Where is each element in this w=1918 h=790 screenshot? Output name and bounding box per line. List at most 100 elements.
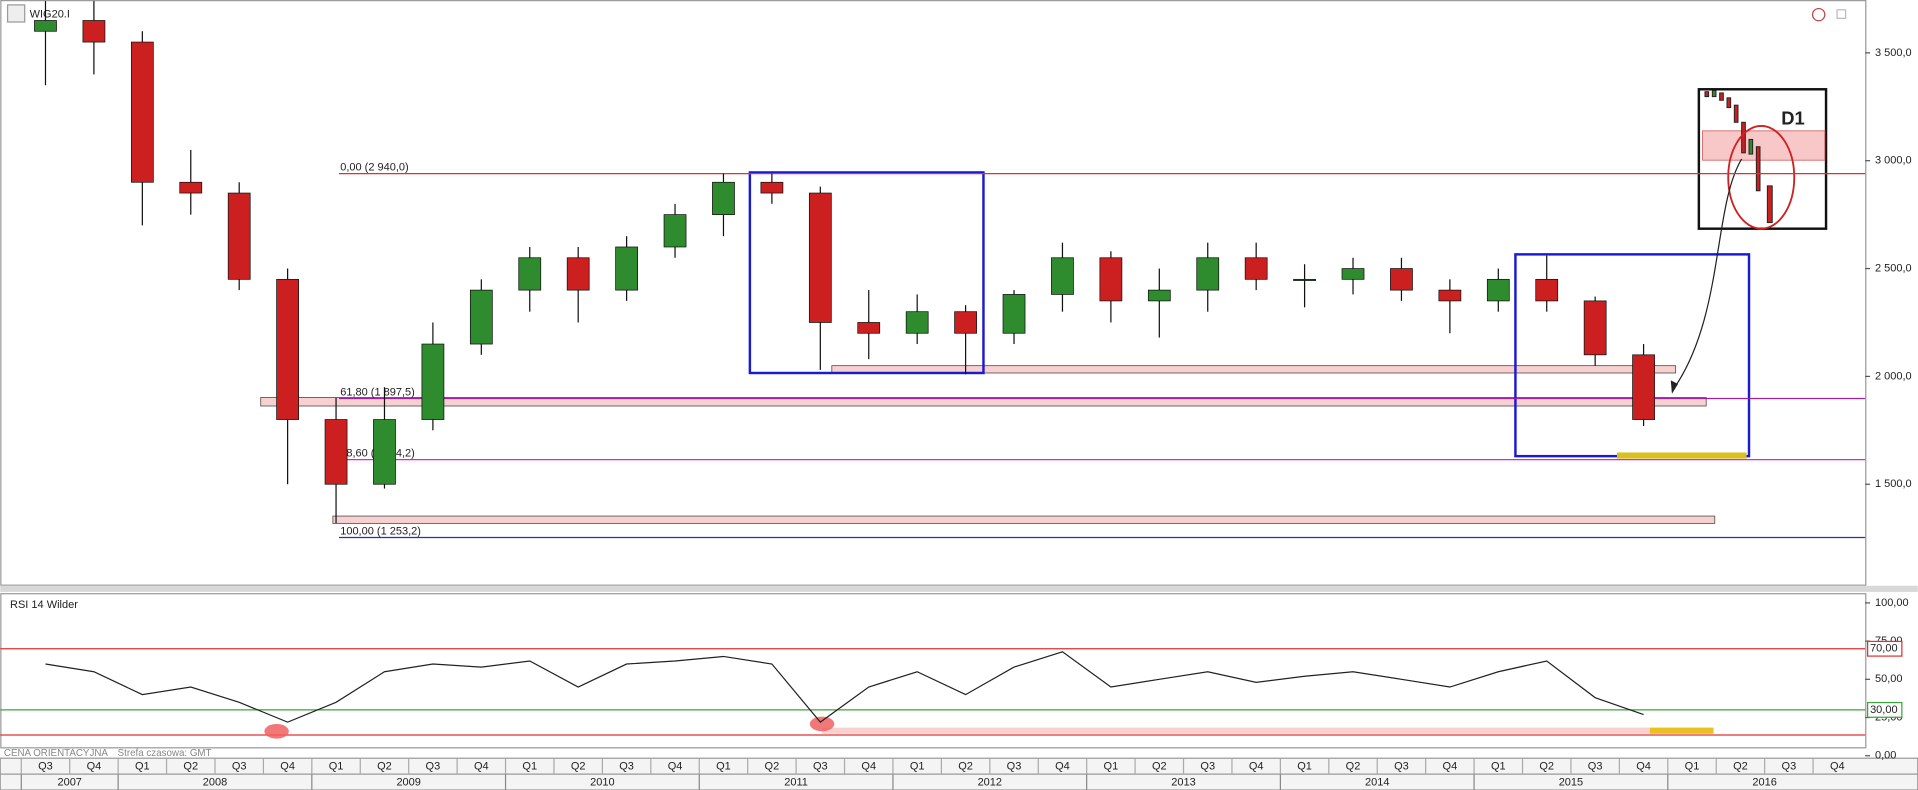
x-tick-label: Q4 (861, 761, 876, 773)
candle-body (227, 192, 251, 280)
y-tick-label: 2 500,0 (1875, 262, 1912, 274)
x-tick-label: Q2 (1152, 761, 1167, 773)
target-marker (1616, 452, 1747, 459)
candle-body (1244, 257, 1268, 280)
candle-body (276, 278, 299, 420)
symbol-icon[interactable] (6, 4, 26, 23)
x-tick-label: Q1 (1685, 761, 1700, 773)
year-label: 2013 (1171, 777, 1195, 789)
highlight-box (748, 171, 985, 375)
clock-icon[interactable] (1811, 7, 1826, 22)
window-icon[interactable] (1836, 9, 1847, 19)
x-tick-label: Q1 (910, 761, 925, 773)
candle-body (324, 419, 348, 485)
x-tick-label: Q3 (1782, 761, 1797, 773)
year-label: 2007 (57, 777, 81, 789)
candle-body (1051, 257, 1074, 295)
x-tick-label: Q1 (135, 761, 150, 773)
candle-body (1196, 257, 1220, 291)
candle-body (1341, 268, 1365, 280)
candle-body (1099, 257, 1123, 302)
x-tick-label: Q2 (1539, 761, 1554, 773)
candle-body (615, 246, 638, 291)
fib-label: 100,00 (1 253,2) (340, 525, 421, 537)
year-label: 2009 (396, 777, 420, 789)
candle-body (34, 20, 57, 32)
pane-separator (0, 585, 1918, 592)
candle-body (566, 257, 590, 291)
inset-label: D1 (1781, 108, 1804, 129)
x-tick-label: Q4 (280, 761, 295, 773)
candle-body (954, 311, 977, 334)
year-label: 2015 (1559, 777, 1583, 789)
inset-candles (1704, 90, 1773, 224)
arrow (1671, 158, 1743, 392)
candle-body (712, 181, 735, 215)
x-tick-label: Q3 (1200, 761, 1215, 773)
rsi-level-box (1867, 701, 1903, 718)
x-tick-label: Q3 (813, 761, 828, 773)
x-tick-label: Q1 (329, 761, 344, 773)
rsi-zone (822, 727, 1713, 734)
candle-body (905, 311, 929, 334)
y-tick-label: 1 500,0 (1875, 478, 1912, 490)
rsi-line (45, 651, 1644, 723)
rsi-pane (0, 593, 1867, 749)
x-tick-label: Q3 (426, 761, 441, 773)
rsi-level-label: 70,00 (1870, 643, 1898, 655)
symbol-label[interactable]: WIG20.I (30, 9, 70, 21)
x-tick-label: Q2 (183, 761, 198, 773)
year-label: 2016 (1752, 777, 1776, 789)
candle-body (130, 41, 154, 183)
candle-body (179, 181, 203, 194)
fib-label: 0,00 (2 940,0) (340, 161, 409, 173)
candle-body (1486, 278, 1510, 302)
indicator-label[interactable]: RSI 14 Wilder (10, 599, 78, 611)
fib-label: 61,80 (1 897,5) (340, 386, 415, 398)
y-tick-label: 3 000,0 (1875, 155, 1912, 167)
x-tick-label: Q1 (1104, 761, 1119, 773)
candle-body (82, 20, 106, 43)
candle-body (1583, 300, 1607, 356)
price-pane (0, 0, 1867, 586)
year-label: 2012 (978, 777, 1002, 789)
year-label: 2014 (1365, 777, 1389, 789)
x-tick-label: Q2 (1733, 761, 1748, 773)
candle-body (421, 343, 445, 420)
x-tick-label: Q3 (38, 761, 53, 773)
rsi-low-marker (264, 723, 289, 739)
y-tick-label: 3 500,0 (1875, 47, 1912, 59)
y-tick-label: 2 000,0 (1875, 370, 1912, 382)
candle-body (1632, 354, 1655, 420)
candle-body (1293, 278, 1316, 281)
x-tick-label: Q3 (619, 761, 634, 773)
candle-body (1535, 278, 1559, 302)
x-tick-label: Q4 (87, 761, 102, 773)
x-tick-label: Q1 (1491, 761, 1506, 773)
x-tick-label: Q4 (1443, 761, 1458, 773)
candle-body (1147, 289, 1171, 302)
support-zone (831, 365, 1677, 374)
x-tick-label: Q3 (1007, 761, 1022, 773)
candle-body (808, 192, 832, 323)
price-note: CENA ORIENTACYJNA (4, 748, 108, 759)
x-tick-label: Q4 (1830, 761, 1845, 773)
year-label: 2008 (203, 777, 227, 789)
x-tick-label: Q1 (716, 761, 731, 773)
x-tick-label: Q4 (1636, 761, 1651, 773)
x-tick-label: Q2 (571, 761, 586, 773)
x-tick-label: Q2 (377, 761, 392, 773)
rsi-level-box (1867, 640, 1903, 657)
arrow-head (1670, 380, 1679, 394)
candle-body (1002, 294, 1026, 334)
candle-body (1390, 268, 1413, 291)
rsi-target-marker (1649, 727, 1714, 734)
candle-body (663, 214, 687, 248)
year-label: 2011 (784, 777, 808, 789)
x-tick-label: Q2 (765, 761, 780, 773)
candle-body (1438, 289, 1462, 302)
x-tick-label: Q4 (1249, 761, 1264, 773)
